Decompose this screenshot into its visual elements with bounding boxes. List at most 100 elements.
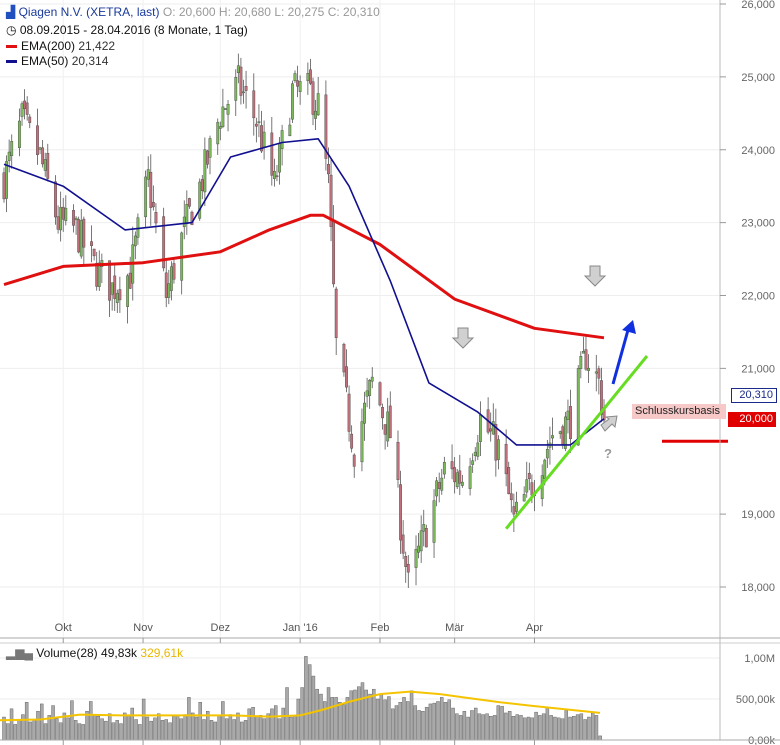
volume-bar [55,718,59,741]
volume-bar [541,713,546,741]
candle-body [64,207,68,222]
volume-bar [402,697,406,741]
candle-body [164,272,168,298]
volume-bar [13,724,18,741]
volume-bar [526,716,531,741]
volume-bar [292,715,297,741]
period-label: 08.09.2015 - 28.04.2016 (8 Monate, 1 Tag… [19,23,248,37]
volume-bar [496,705,501,741]
volume-bar [96,716,101,741]
volume-bar [345,697,350,741]
candle-body [334,288,338,338]
candle-body [522,494,526,502]
candle-body [370,376,374,382]
candle-body [584,349,588,370]
clock-icon: ◷ [6,23,20,37]
volume-bar [296,698,301,741]
candle-body [2,172,6,200]
support-value-tag: 20,000 [728,412,776,427]
candlestick-series [2,53,606,588]
close-value: C: 20,310 [327,5,380,19]
volume-bar [277,718,282,741]
volume-bar [357,686,361,741]
volume-bar [243,720,248,741]
volume-bar [51,705,55,741]
volume-avg-line [0,690,601,722]
candle-body [146,169,150,180]
up-arrow-shaft [611,329,630,385]
volume-bar [145,716,150,741]
volume-bar [138,724,142,741]
candle-body [133,235,137,247]
candle-body [272,171,276,179]
candle-body [28,116,32,123]
candle-body [115,293,119,303]
volume-bar [21,714,25,741]
volume-bar [262,718,267,741]
candle-body [345,366,348,388]
volume-bar [458,715,463,741]
volume-bar [157,713,161,741]
candle-body [306,73,310,81]
ema200-value: 21,422 [78,39,116,53]
candle-body [597,368,601,379]
volume-bar [9,708,14,741]
candle-body [450,461,454,470]
candle-body [59,207,63,231]
volume-bar [255,716,259,741]
ema50-value: 20,314 [71,54,109,68]
volume-bar [341,704,346,741]
y-tick-label: 24,000 [741,145,775,157]
volume-bar [443,702,448,741]
volume-bar [285,687,289,741]
candle-body [118,289,122,301]
candle-body [108,260,111,301]
ema200-line [3,213,605,340]
candle-body [254,123,258,127]
y-tick-label: 22,000 [741,291,775,303]
candle-body [569,406,572,440]
volume-bar [130,707,135,741]
volume-bar [217,715,221,741]
volume-bar [440,697,444,741]
candle-body [162,216,166,269]
candle-body [169,266,173,291]
volume-bar [383,699,387,741]
volume-bar [228,714,233,741]
y-tick-label: 23,000 [741,218,775,230]
candle-body [576,368,580,446]
volume-bar [134,719,138,741]
volume-bar [598,735,602,741]
candle-body [218,126,222,129]
candle-body [7,151,11,161]
candle-body [38,147,42,150]
candle-body [347,393,351,432]
volume-bar [153,717,157,741]
volume-bar [504,712,508,741]
volume-bar [232,719,236,741]
volume-avg-value: 329,61k [140,646,184,660]
candle-body [149,172,153,208]
volume-bar [209,720,214,741]
volume-bar [43,723,48,741]
volume-bar [123,712,127,741]
volume-bar [507,711,512,741]
candle-body [182,216,186,228]
volume-bar [213,721,218,741]
ema50-swatch [6,60,17,64]
candle-body [561,426,565,445]
chart-header-line1: ▟ Qiagen N.V. (XETRA, last) O: 20,600 H:… [6,5,380,19]
volume-bar [523,717,527,741]
y-tick-label: 26,000 [741,0,775,11]
candle-body [224,108,227,110]
volume-bar [530,717,535,741]
volume-bar [183,714,187,741]
candle-body [460,481,464,486]
candle-body [327,164,330,175]
volume-bar [307,664,312,741]
y-tick-label: 25,000 [741,72,775,84]
y-tick-label: 19,000 [741,509,775,521]
ema50-line [3,138,605,446]
volume-bar [247,708,251,741]
candle-body [442,462,446,475]
